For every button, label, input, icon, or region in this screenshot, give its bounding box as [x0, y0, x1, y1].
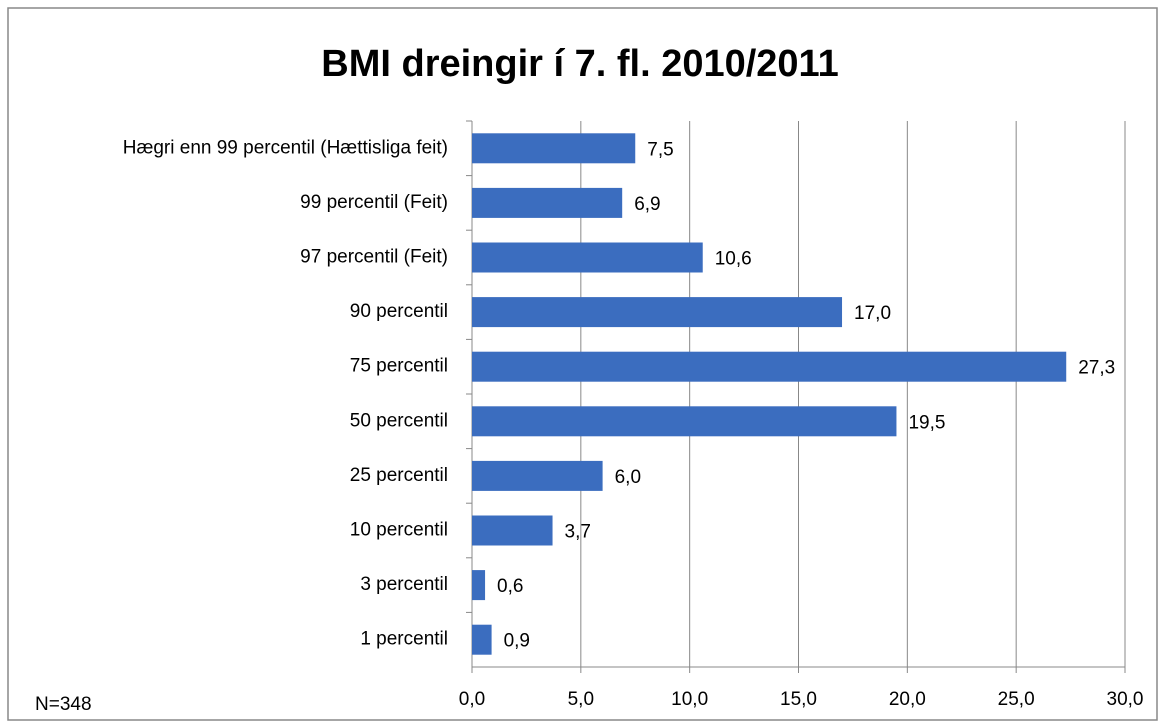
annotation: N=348 — [35, 694, 92, 715]
bar — [472, 133, 636, 164]
x-tick-label: 25,0 — [998, 689, 1035, 710]
data-label: 10,6 — [715, 249, 752, 270]
data-label: 7,5 — [647, 139, 673, 160]
y-tick-label: 75 percentil — [350, 356, 448, 377]
y-tick-label: 10 percentil — [350, 520, 448, 541]
data-label: 27,3 — [1078, 358, 1115, 379]
data-label: 0,6 — [497, 576, 523, 597]
data-label: 6,0 — [615, 467, 641, 488]
data-label: 6,9 — [634, 194, 660, 215]
x-tick-label: 10,0 — [671, 689, 708, 710]
bar — [472, 187, 623, 218]
y-tick-label: 3 percentil — [360, 574, 448, 595]
data-label: 19,5 — [908, 412, 945, 433]
x-tick-label: 30,0 — [1107, 689, 1144, 710]
y-tick-label: Hægri enn 99 percentil (Hættisliga feit) — [123, 137, 448, 158]
bar — [472, 351, 1067, 382]
y-tick-label: 1 percentil — [360, 629, 448, 650]
y-tick-label: 25 percentil — [350, 465, 448, 486]
y-tick-label: 99 percentil (Feit) — [300, 192, 448, 213]
bar — [472, 515, 553, 546]
bar — [472, 406, 897, 437]
y-tick-label: 50 percentil — [350, 410, 448, 431]
data-label: 0,9 — [504, 631, 530, 652]
y-tick-label: 90 percentil — [350, 301, 448, 322]
x-tick-label: 15,0 — [780, 689, 817, 710]
bar — [472, 460, 603, 491]
bar — [472, 242, 703, 273]
x-tick-label: 20,0 — [889, 689, 926, 710]
y-tick-label: 97 percentil (Feit) — [300, 247, 448, 268]
x-tick-label: 5,0 — [568, 689, 594, 710]
x-tick-label: 0,0 — [459, 689, 485, 710]
bar — [472, 297, 843, 328]
data-label: 17,0 — [854, 303, 891, 324]
bar — [472, 570, 486, 601]
chart-title: BMI dreingir í 7. fl. 2010/2011 — [321, 43, 838, 85]
bar — [472, 624, 492, 655]
data-label: 3,7 — [565, 522, 591, 543]
